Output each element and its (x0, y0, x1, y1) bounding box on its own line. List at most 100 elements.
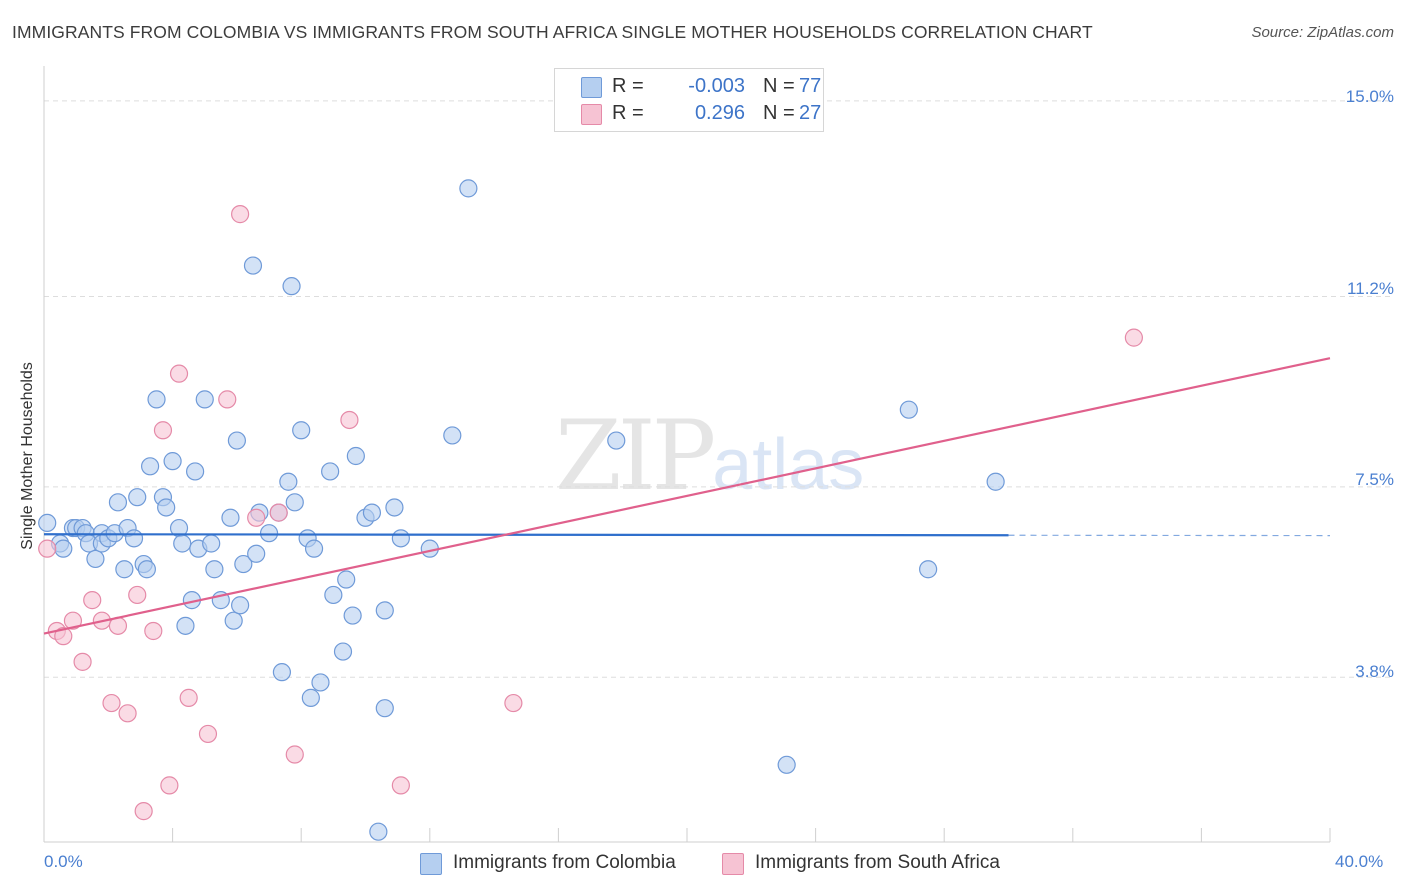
source-label: Source: ZipAtlas.com (1251, 24, 1394, 41)
colombia-point (285, 493, 304, 512)
legend-swatch-blue (581, 77, 602, 98)
south-africa-point (218, 390, 237, 409)
south-africa-point (391, 776, 410, 795)
colombia-point (324, 585, 343, 605)
colombia-point (369, 822, 388, 841)
south-africa-point (504, 693, 523, 713)
colombia-point (607, 431, 626, 450)
south-africa-point (340, 410, 359, 430)
south-africa-point (102, 693, 121, 713)
colombia-point (362, 503, 382, 522)
x-tick-label-min: 0.0% (44, 852, 83, 871)
colombia-point (115, 560, 134, 579)
south-africa-point (38, 539, 57, 558)
colombia-point (337, 570, 356, 589)
y-tick-label-7-5: 7.5% (1355, 470, 1394, 489)
bottom-legend-label: Immigrants from Colombia (453, 852, 676, 873)
legend-r-label: R = (612, 102, 644, 124)
colombia-point (108, 493, 128, 512)
south-africa-point (128, 585, 147, 605)
bottom-legend-swatch-pink (722, 853, 744, 875)
legend-n-label: N = (763, 102, 795, 124)
colombia-point (343, 606, 362, 625)
colombia-point (54, 539, 73, 558)
colombia-point (163, 452, 182, 471)
legend-n-value: 27 (799, 102, 822, 124)
y-tick-label-15-0: 15.0% (1345, 87, 1394, 106)
south-africa-point (73, 652, 92, 671)
correlation-legend: R = -0.003 N = 77 R = 0.296 N = 27 (554, 68, 824, 132)
colombia-point (375, 699, 394, 718)
chart-title: IMMIGRANTS FROM COLOMBIA VS IMMIGRANTS F… (12, 22, 1093, 42)
south-africa-point (179, 688, 198, 707)
south-africa-trend-line (43, 357, 1331, 635)
legend-n-label: N = (763, 75, 795, 97)
legend-r-value: 0.296 (694, 102, 745, 124)
colombia-point (186, 462, 205, 481)
colombia-point (385, 498, 404, 517)
south-africa-point (134, 802, 153, 821)
colombia-point (333, 642, 353, 661)
colombia-point (899, 400, 918, 419)
south-africa-point (269, 503, 288, 522)
colombia-point (195, 390, 214, 409)
south-africa-point (247, 508, 266, 527)
colombia-point (459, 179, 478, 198)
watermark-atlas: atlas (712, 425, 865, 505)
colombia-point (301, 688, 320, 707)
colombia-point (243, 256, 263, 275)
colombia-point (205, 560, 224, 579)
colombia-point (202, 534, 221, 553)
south-africa-point (231, 205, 250, 224)
south-africa-point (169, 364, 189, 383)
colombia-point (986, 472, 1005, 491)
legend-n-value: 77 (799, 75, 822, 97)
colombia-point (321, 462, 340, 481)
legend-r-value: -0.003 (688, 75, 745, 97)
legend-r-label: R = (612, 75, 644, 97)
south-africa-point (285, 745, 304, 764)
colombia-point (227, 431, 246, 450)
colombia-point (38, 513, 57, 533)
watermark: ZIPatlas (555, 400, 864, 512)
colombia-point (173, 534, 192, 553)
colombia-point (128, 488, 147, 507)
y-tick-label-11-2: 11.2% (1347, 279, 1394, 298)
south-africa-point (1124, 328, 1143, 347)
watermark-zip: ZIP (555, 400, 716, 512)
colombia-point (140, 457, 160, 476)
y-tick-label-3-8: 3.8% (1355, 662, 1394, 681)
south-africa-point (63, 611, 83, 630)
colombia-point (346, 446, 365, 466)
colombia-point (777, 755, 796, 774)
colombia-point (292, 421, 311, 440)
south-africa-point (160, 776, 179, 795)
colombia-point (375, 601, 394, 620)
colombia-point (279, 472, 298, 491)
colombia-point (231, 596, 250, 615)
x-tick-label-max: 40.0% (1335, 852, 1384, 871)
south-africa-point (144, 621, 163, 641)
south-africa-point (198, 724, 218, 744)
colombia-point (124, 529, 144, 548)
colombia-point (157, 498, 176, 517)
colombia-point (443, 426, 462, 445)
colombia-point (311, 673, 330, 692)
legend-swatch-pink (581, 104, 602, 125)
colombia-point (86, 549, 105, 569)
bottom-legend-label: Immigrants from South Africa (755, 852, 1000, 873)
colombia-point (247, 544, 266, 563)
colombia-point (221, 508, 240, 527)
colombia-trend-line (43, 533, 1009, 537)
colombia-point (282, 277, 301, 296)
south-africa-point (83, 591, 102, 610)
colombia-point (304, 539, 324, 558)
south-africa-point (118, 704, 137, 723)
colombia-point (919, 560, 938, 579)
bottom-legend-swatch-blue (420, 853, 442, 875)
colombia-point (176, 616, 195, 635)
colombia-point (147, 390, 166, 409)
colombia-point (272, 663, 292, 682)
colombia-point (391, 529, 410, 548)
